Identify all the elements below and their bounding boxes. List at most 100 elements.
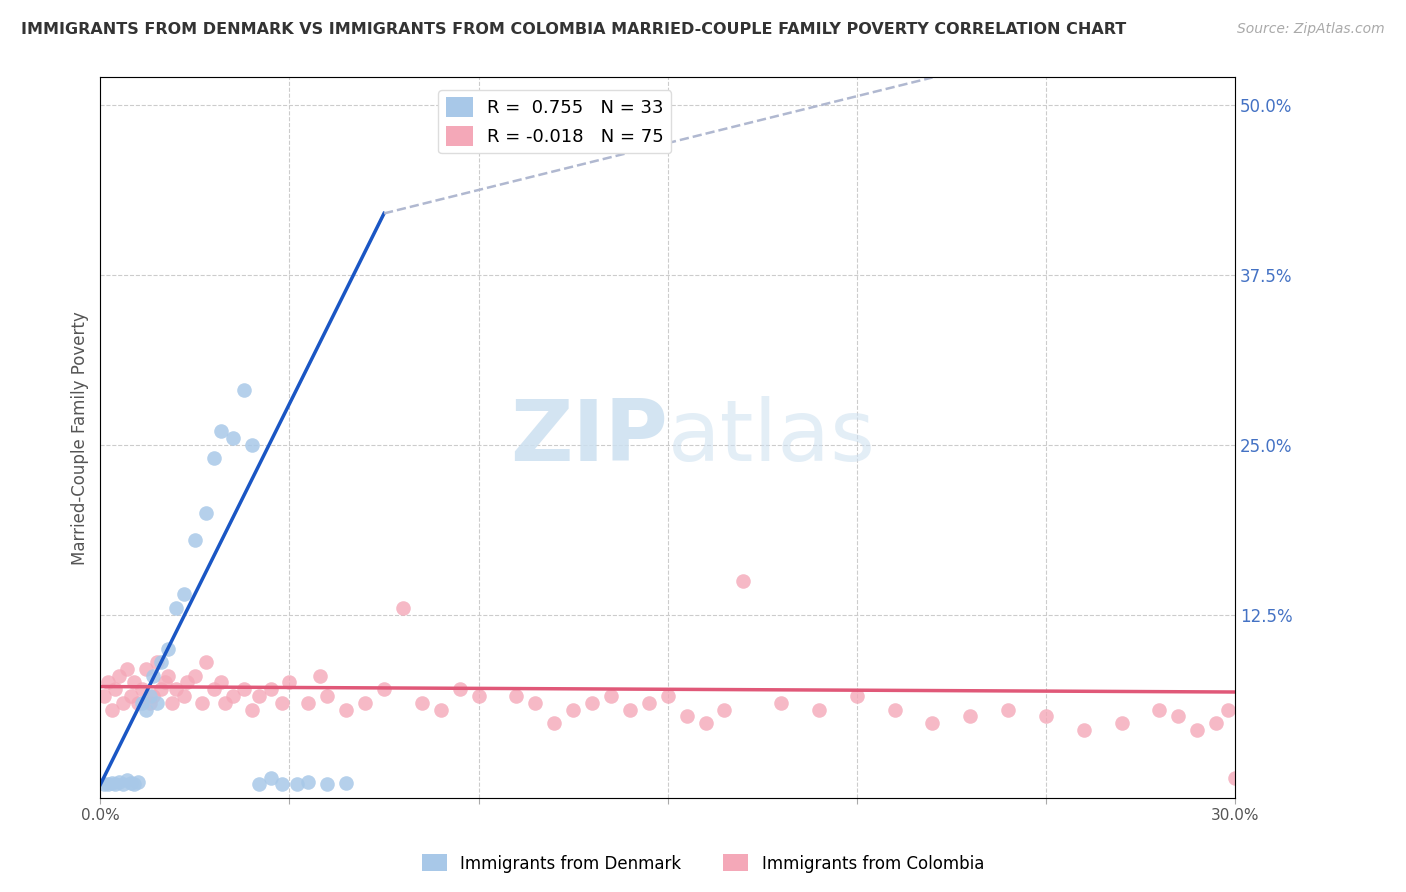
Point (202, 451, 225, 466)
Point (271, 696, 294, 710)
Point (160, 696, 183, 710)
Point (108, 669, 131, 683)
Point (135, 703, 157, 717)
Point (165, 682, 187, 697)
Point (233, 682, 256, 697)
Point (191, 696, 214, 710)
Point (165, 600, 187, 615)
Point (247, 777, 270, 791)
Point (108, 774, 131, 789)
Point (222, 431, 245, 445)
Point (173, 689, 195, 703)
Point (138, 689, 160, 703)
Point (1167, 709, 1189, 723)
Point (202, 682, 225, 697)
Point (157, 669, 180, 683)
Point (335, 703, 357, 717)
Point (1149, 703, 1171, 717)
Point (770, 696, 793, 710)
Legend: R =  0.755   N = 33, R = -0.018   N = 75: R = 0.755 N = 33, R = -0.018 N = 75 (439, 90, 671, 153)
Point (278, 675, 301, 690)
Point (449, 682, 471, 697)
Point (543, 716, 565, 731)
Point (1111, 716, 1133, 731)
Point (149, 682, 172, 697)
Point (184, 533, 207, 547)
Point (240, 437, 263, 451)
Text: Source: ZipAtlas.com: Source: ZipAtlas.com (1237, 22, 1385, 37)
Point (138, 696, 160, 710)
Point (883, 703, 905, 717)
Point (524, 696, 547, 710)
Point (131, 682, 153, 697)
Point (733, 574, 755, 588)
Point (657, 689, 679, 703)
Point (135, 662, 157, 676)
Point (373, 682, 395, 697)
Point (222, 689, 245, 703)
Point (467, 689, 489, 703)
Legend: Immigrants from Denmark, Immigrants from Colombia: Immigrants from Denmark, Immigrants from… (415, 847, 991, 880)
Point (845, 689, 868, 703)
Point (1035, 709, 1057, 723)
Point (581, 696, 603, 710)
Point (675, 709, 697, 723)
Point (127, 696, 149, 710)
Point (1073, 723, 1095, 737)
Point (184, 669, 207, 683)
Point (115, 773, 138, 788)
Point (195, 506, 218, 520)
Point (271, 777, 294, 791)
Point (259, 771, 281, 785)
Point (959, 709, 981, 723)
Point (112, 777, 135, 791)
Point (240, 703, 263, 717)
Point (247, 689, 270, 703)
Point (142, 689, 165, 703)
Point (127, 774, 149, 789)
Point (1205, 716, 1227, 731)
Point (93, 777, 115, 791)
Point (104, 682, 127, 697)
Point (354, 696, 377, 710)
Point (233, 383, 256, 397)
Point (600, 689, 623, 703)
Point (1187, 723, 1209, 737)
Point (176, 675, 198, 690)
Point (297, 696, 319, 710)
Point (209, 424, 232, 438)
Point (695, 716, 717, 731)
Point (713, 703, 735, 717)
Point (505, 689, 527, 703)
Point (308, 669, 330, 683)
Point (146, 655, 169, 669)
Point (173, 587, 195, 601)
Point (120, 776, 142, 790)
Point (209, 675, 232, 690)
Point (1223, 771, 1246, 785)
Point (637, 696, 659, 710)
Point (100, 703, 122, 717)
Point (285, 777, 308, 791)
Point (316, 777, 339, 791)
Point (259, 682, 281, 697)
Point (149, 655, 172, 669)
Point (124, 675, 146, 690)
Point (100, 776, 122, 790)
Text: IMMIGRANTS FROM DENMARK VS IMMIGRANTS FROM COLOMBIA MARRIED-COUPLE FAMILY POVERT: IMMIGRANTS FROM DENMARK VS IMMIGRANTS FR… (21, 22, 1126, 37)
Point (335, 776, 357, 790)
Point (921, 716, 943, 731)
Point (131, 696, 153, 710)
Point (214, 696, 236, 710)
Point (93, 689, 115, 703)
Point (1216, 703, 1239, 717)
Point (124, 777, 146, 791)
Point (392, 600, 415, 615)
Text: ZIP: ZIP (510, 396, 668, 479)
Point (157, 641, 180, 656)
Text: atlas: atlas (668, 396, 876, 479)
Y-axis label: Married-Couple Family Poverty: Married-Couple Family Poverty (72, 311, 89, 565)
Point (153, 675, 176, 690)
Point (97, 777, 120, 791)
Point (146, 696, 169, 710)
